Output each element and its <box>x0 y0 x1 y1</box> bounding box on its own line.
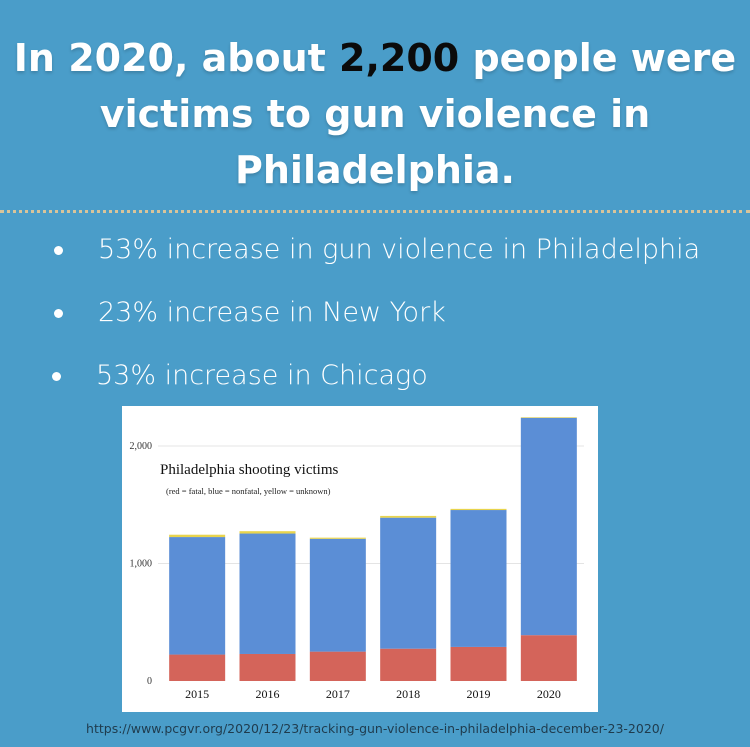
bullet-text: 23% increase in New York <box>98 297 446 328</box>
x-tick-label: 2020 <box>537 687 561 701</box>
headline-highlight: 2,200 <box>339 36 460 80</box>
y-tick-label: 0 <box>147 676 152 687</box>
bar-segment-fatal <box>450 646 507 681</box>
bullet-item: 53% increase in Chicago <box>0 354 750 398</box>
bar-segment-unknown <box>520 417 577 418</box>
x-tick-label: 2015 <box>185 687 209 701</box>
bar-segment-unknown <box>309 537 366 539</box>
bullet-dot-icon <box>54 246 63 255</box>
y-tick-label: 1,000 <box>130 559 153 570</box>
bullet-item: 23% increase in New York <box>0 291 750 335</box>
headline-part2: people were victims to gun violence in P… <box>99 36 737 192</box>
bar-segment-nonfatal <box>380 517 437 649</box>
bar-segment-unknown <box>380 515 437 518</box>
y-tick-label: 2,000 <box>130 441 153 452</box>
x-tick-label: 2019 <box>467 687 491 701</box>
bar-segment-fatal <box>380 648 437 681</box>
bar-segment-nonfatal <box>520 417 577 636</box>
source-link[interactable]: https://www.pcgvr.org/2020/12/23/trackin… <box>86 721 664 736</box>
bullet-dot-icon <box>54 309 63 318</box>
chart-card: 0 1,000 2,000 2015 2016 2017 2018 2019 2020 Phila… <box>122 406 598 712</box>
bullet-text: 53% increase in gun violence in Philadel… <box>98 234 701 265</box>
headline-part1: In 2020, about <box>13 36 340 80</box>
bullet-dot-icon <box>52 372 61 381</box>
x-tick-label: 2018 <box>396 687 420 701</box>
bullet-text: 53% increase in Chicago <box>96 360 428 391</box>
bullet-item: 53% increase in gun violence in Philadel… <box>0 228 750 272</box>
headline: In 2020, about 2,200 people were victims… <box>0 30 750 198</box>
bar-segment-fatal <box>309 651 366 681</box>
bar-segment-unknown <box>169 534 226 538</box>
bar-segment-fatal <box>239 653 296 681</box>
bar-segment-nonfatal <box>239 533 296 654</box>
bar-segment-nonfatal <box>169 537 226 655</box>
chart-subtitle: (red = fatal, blue = nonfatal, yellow = … <box>166 486 331 496</box>
x-tick-label: 2016 <box>256 687 280 701</box>
bar-segment-nonfatal <box>450 510 507 647</box>
bar-segment-unknown <box>239 531 296 534</box>
bar-segment-nonfatal <box>309 538 366 652</box>
bar-segment-fatal <box>520 635 577 681</box>
chart-title: Philadelphia shooting victims <box>160 462 338 478</box>
bar-segment-fatal <box>169 654 226 681</box>
chart-svg: 0 1,000 2,000 2015 2016 2017 2018 2019 2020 Phila… <box>130 417 584 701</box>
x-tick-label: 2017 <box>326 687 350 701</box>
bar-segment-unknown <box>450 508 507 511</box>
dotted-divider <box>0 210 750 213</box>
